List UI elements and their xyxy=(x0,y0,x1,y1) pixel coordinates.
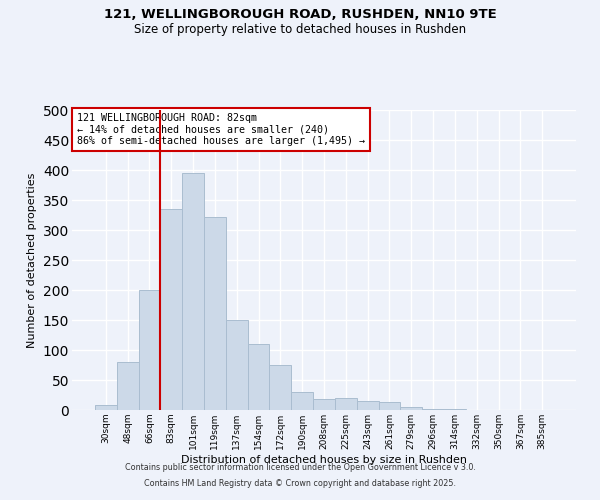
Text: 121, WELLINGBOROUGH ROAD, RUSHDEN, NN10 9TE: 121, WELLINGBOROUGH ROAD, RUSHDEN, NN10 … xyxy=(104,8,496,20)
Bar xyxy=(422,409,444,410)
Text: Contains public sector information licensed under the Open Government Licence v : Contains public sector information licen… xyxy=(125,464,475,472)
Text: Contains HM Land Registry data © Crown copyright and database right 2025.: Contains HM Land Registry data © Crown c… xyxy=(144,478,456,488)
X-axis label: Distribution of detached houses by size in Rushden: Distribution of detached houses by size … xyxy=(181,454,467,464)
Y-axis label: Number of detached properties: Number of detached properties xyxy=(27,172,37,348)
Bar xyxy=(248,344,269,410)
Bar xyxy=(291,392,313,410)
Text: 121 WELLINGBOROUGH ROAD: 82sqm
← 14% of detached houses are smaller (240)
86% of: 121 WELLINGBOROUGH ROAD: 82sqm ← 14% of … xyxy=(77,113,365,146)
Bar xyxy=(182,173,204,410)
Bar xyxy=(313,399,335,410)
Bar xyxy=(95,405,117,410)
Bar xyxy=(226,320,248,410)
Text: Size of property relative to detached houses in Rushden: Size of property relative to detached ho… xyxy=(134,22,466,36)
Bar xyxy=(269,365,291,410)
Bar xyxy=(204,217,226,410)
Bar xyxy=(400,407,422,410)
Bar xyxy=(160,209,182,410)
Bar xyxy=(117,362,139,410)
Bar xyxy=(335,398,357,410)
Bar xyxy=(139,290,160,410)
Bar xyxy=(357,401,379,410)
Bar xyxy=(379,402,400,410)
